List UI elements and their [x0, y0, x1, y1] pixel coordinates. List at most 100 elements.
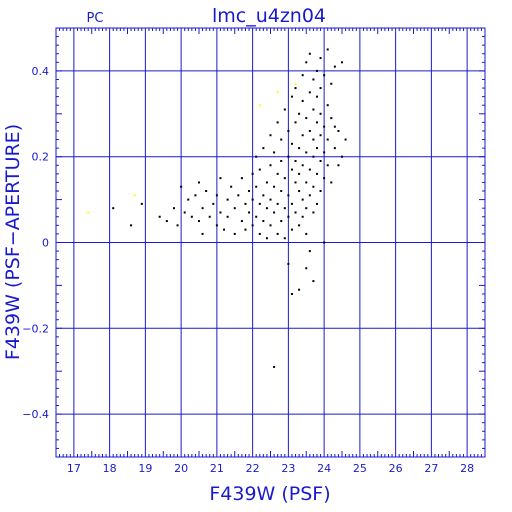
data-point	[315, 147, 318, 150]
data-point	[208, 215, 211, 218]
data-point	[312, 78, 315, 81]
data-point	[276, 172, 279, 175]
data-point	[312, 280, 315, 283]
data-point	[262, 147, 265, 150]
data-point	[276, 121, 279, 124]
data-point	[315, 202, 318, 205]
data-point	[290, 228, 293, 231]
data-point	[323, 125, 326, 128]
data-point	[323, 151, 326, 154]
data-point	[265, 237, 268, 240]
data-point	[290, 142, 293, 145]
data-point	[301, 215, 304, 218]
data-point	[212, 202, 215, 205]
y-tick-label: 0.2	[32, 151, 50, 164]
data-point	[276, 232, 279, 235]
data-point	[215, 194, 218, 197]
y-tick-label: 0.4	[32, 65, 50, 78]
data-point	[330, 181, 333, 184]
x-tick-label: 26	[389, 462, 403, 475]
data-points	[87, 48, 347, 368]
data-point	[187, 198, 190, 201]
data-point	[226, 215, 229, 218]
data-point	[172, 207, 175, 210]
x-tick-label: 28	[460, 462, 474, 475]
data-point	[312, 108, 315, 111]
data-point	[298, 147, 301, 150]
grid-lines	[56, 28, 485, 457]
data-point	[323, 74, 326, 77]
data-point	[294, 121, 297, 124]
data-point	[330, 82, 333, 85]
data-point	[201, 232, 204, 235]
data-point	[312, 211, 315, 214]
data-point	[140, 202, 143, 205]
data-point	[319, 87, 322, 90]
data-point	[298, 190, 301, 193]
data-point	[130, 224, 133, 227]
data-point	[294, 211, 297, 214]
x-tick-label: 24	[317, 462, 331, 475]
data-point	[237, 194, 240, 197]
data-point	[198, 181, 200, 184]
x-tick-label: 23	[281, 462, 295, 475]
x-tick-label: 20	[174, 462, 188, 475]
data-point	[305, 61, 308, 64]
data-point	[112, 207, 115, 210]
data-point	[298, 172, 301, 175]
data-point	[323, 177, 326, 180]
data-point	[287, 194, 290, 197]
data-point	[190, 215, 193, 218]
data-point	[294, 159, 297, 162]
data-point	[269, 198, 272, 201]
data-point	[305, 207, 308, 210]
data-point	[319, 112, 322, 115]
data-point	[233, 232, 236, 235]
data-point	[269, 164, 272, 167]
data-point	[319, 57, 322, 60]
data-point	[262, 194, 265, 197]
data-point	[283, 237, 286, 240]
corner-label: PC	[87, 11, 104, 26]
data-point	[301, 74, 304, 77]
x-axis-ticks: 17 18 19 20 21 22 23 24 25 26 27 28	[59, 28, 482, 475]
data-point	[308, 250, 311, 253]
data-point	[298, 288, 301, 291]
data-point	[87, 211, 90, 214]
y-tick-label: −0.4	[22, 408, 49, 421]
x-tick-label: 21	[210, 462, 224, 475]
data-point	[219, 177, 222, 180]
data-point	[258, 104, 261, 107]
data-point	[165, 220, 168, 223]
data-point	[287, 262, 290, 265]
data-point	[333, 125, 336, 128]
data-point	[287, 215, 290, 218]
x-axis-title: F439W (PSF)	[209, 483, 330, 505]
data-point	[283, 207, 286, 210]
data-point	[319, 134, 322, 137]
data-point	[280, 190, 283, 193]
data-point	[301, 198, 304, 201]
data-point	[276, 202, 279, 205]
data-point	[323, 241, 326, 244]
y-axis-title: F439W (PSF−APERTURE)	[2, 124, 24, 360]
data-point	[248, 190, 251, 193]
data-point	[319, 159, 322, 162]
data-point	[255, 155, 258, 158]
data-point	[198, 220, 200, 223]
data-point	[315, 95, 318, 98]
data-point	[326, 48, 329, 51]
data-point	[233, 207, 236, 210]
data-point	[251, 172, 254, 175]
data-point	[298, 112, 301, 115]
data-point	[341, 61, 343, 64]
data-point	[176, 224, 179, 227]
data-point	[248, 211, 251, 214]
data-point	[265, 207, 268, 210]
data-point	[312, 138, 315, 141]
y-tick-label: 0	[42, 237, 49, 250]
data-point	[244, 228, 247, 231]
data-point	[280, 159, 283, 162]
data-point	[273, 365, 276, 368]
